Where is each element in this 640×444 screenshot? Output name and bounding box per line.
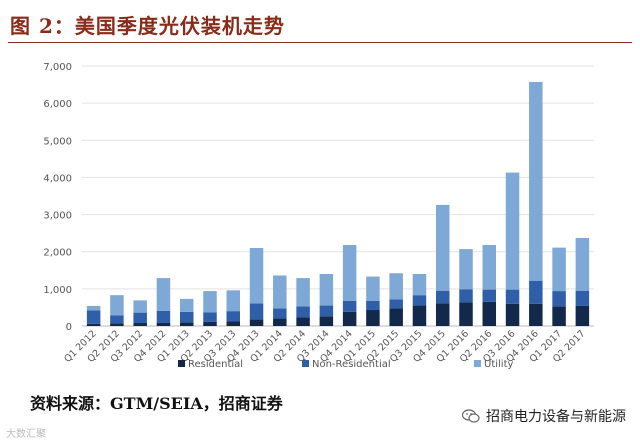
bar-segment	[273, 275, 287, 309]
y-tick-label: 4,000	[43, 173, 72, 184]
bar-segment	[435, 290, 450, 304]
source-note: 资料来源：GTM/SEIA，招商证券	[30, 394, 283, 413]
bar-segment	[366, 300, 380, 311]
bar-segment	[86, 310, 101, 324]
bar-segment	[226, 321, 241, 326]
bar-segment	[389, 308, 403, 326]
wechat-icon	[462, 409, 480, 423]
bar-segment	[179, 311, 194, 323]
bar-segment	[505, 303, 520, 326]
bar-segment	[412, 274, 427, 296]
bar-segment	[575, 305, 590, 326]
bar-segment	[156, 322, 171, 326]
bar-segment	[505, 289, 520, 304]
y-tick-label: 6,000	[43, 99, 72, 110]
legend-label: Residential	[188, 359, 243, 370]
bar-segment	[575, 290, 590, 306]
bar-segment	[86, 305, 101, 311]
bar-segment	[529, 303, 543, 326]
bar-segment	[133, 312, 147, 324]
bar-segment	[575, 237, 590, 291]
bar-segment	[203, 321, 217, 326]
bar-segment	[552, 247, 566, 292]
bar-segment	[179, 298, 194, 312]
legend-label: Non-Residential	[312, 359, 391, 370]
bar-segment	[86, 323, 101, 326]
bar-segment	[412, 305, 427, 326]
y-tick-label: 3,000	[43, 211, 72, 222]
bar-segment	[435, 303, 450, 326]
bar-segment	[389, 273, 403, 300]
bar-segment	[459, 302, 473, 326]
bar-segment	[110, 295, 124, 316]
legend-swatch	[302, 360, 309, 367]
bar-segment	[296, 317, 310, 326]
bar-segment	[319, 305, 334, 317]
bar-segment	[529, 81, 543, 281]
bar-segment	[552, 306, 566, 326]
brand-label: 招商电力设备与新能源	[462, 406, 626, 426]
bar-segment	[482, 289, 497, 302]
y-tick-label: 7,000	[43, 62, 72, 73]
bar-segment	[319, 316, 334, 326]
bar-segment	[249, 248, 264, 304]
bar-segment	[342, 311, 357, 326]
brand-text: 招商电力设备与新能源	[486, 409, 626, 425]
bar-segment	[156, 310, 171, 323]
figure-title: 图 2：美国季度光伏装机走势	[10, 14, 285, 38]
bar-segment	[366, 276, 380, 301]
legend-swatch	[474, 360, 481, 367]
bar-segment	[226, 290, 241, 312]
bar-segment	[482, 245, 497, 290]
title-rule	[8, 42, 632, 43]
bar-segment	[459, 289, 473, 303]
bar-segment	[226, 311, 241, 322]
bar-segment	[203, 312, 217, 322]
bar-segment	[459, 249, 473, 290]
y-tick-label: 1,000	[43, 285, 72, 296]
bar-segment	[482, 301, 497, 326]
bar-segment	[249, 303, 264, 320]
bar-segment	[529, 280, 543, 304]
y-tick-label: 0	[66, 322, 72, 333]
bar-segment	[505, 172, 520, 290]
bar-segment	[179, 322, 194, 326]
bar-segment	[342, 245, 357, 301]
corner-watermark: 大数汇聚	[6, 429, 46, 440]
bar-segment	[156, 278, 171, 311]
legend-swatch	[178, 360, 185, 367]
bar-segment	[273, 308, 287, 319]
y-tick-label: 5,000	[43, 136, 72, 147]
bar-segment	[110, 323, 124, 326]
bar-segment	[552, 291, 566, 307]
bar-segment	[110, 315, 124, 324]
bar-segment	[342, 300, 357, 312]
bar-segment	[203, 291, 217, 313]
bar-segment	[366, 310, 380, 326]
bar-segment	[273, 318, 287, 326]
bar-segment	[319, 274, 334, 306]
bar-segment	[435, 204, 450, 291]
bar-segment	[249, 319, 264, 326]
bar-segment	[133, 300, 147, 313]
legend-label: Utility	[484, 359, 513, 370]
bar-segment	[133, 323, 147, 326]
bar-segment	[389, 299, 403, 309]
bar-segment	[296, 306, 310, 318]
bar-segment	[412, 295, 427, 306]
y-tick-label: 2,000	[43, 248, 72, 259]
bar-segment	[296, 278, 310, 307]
